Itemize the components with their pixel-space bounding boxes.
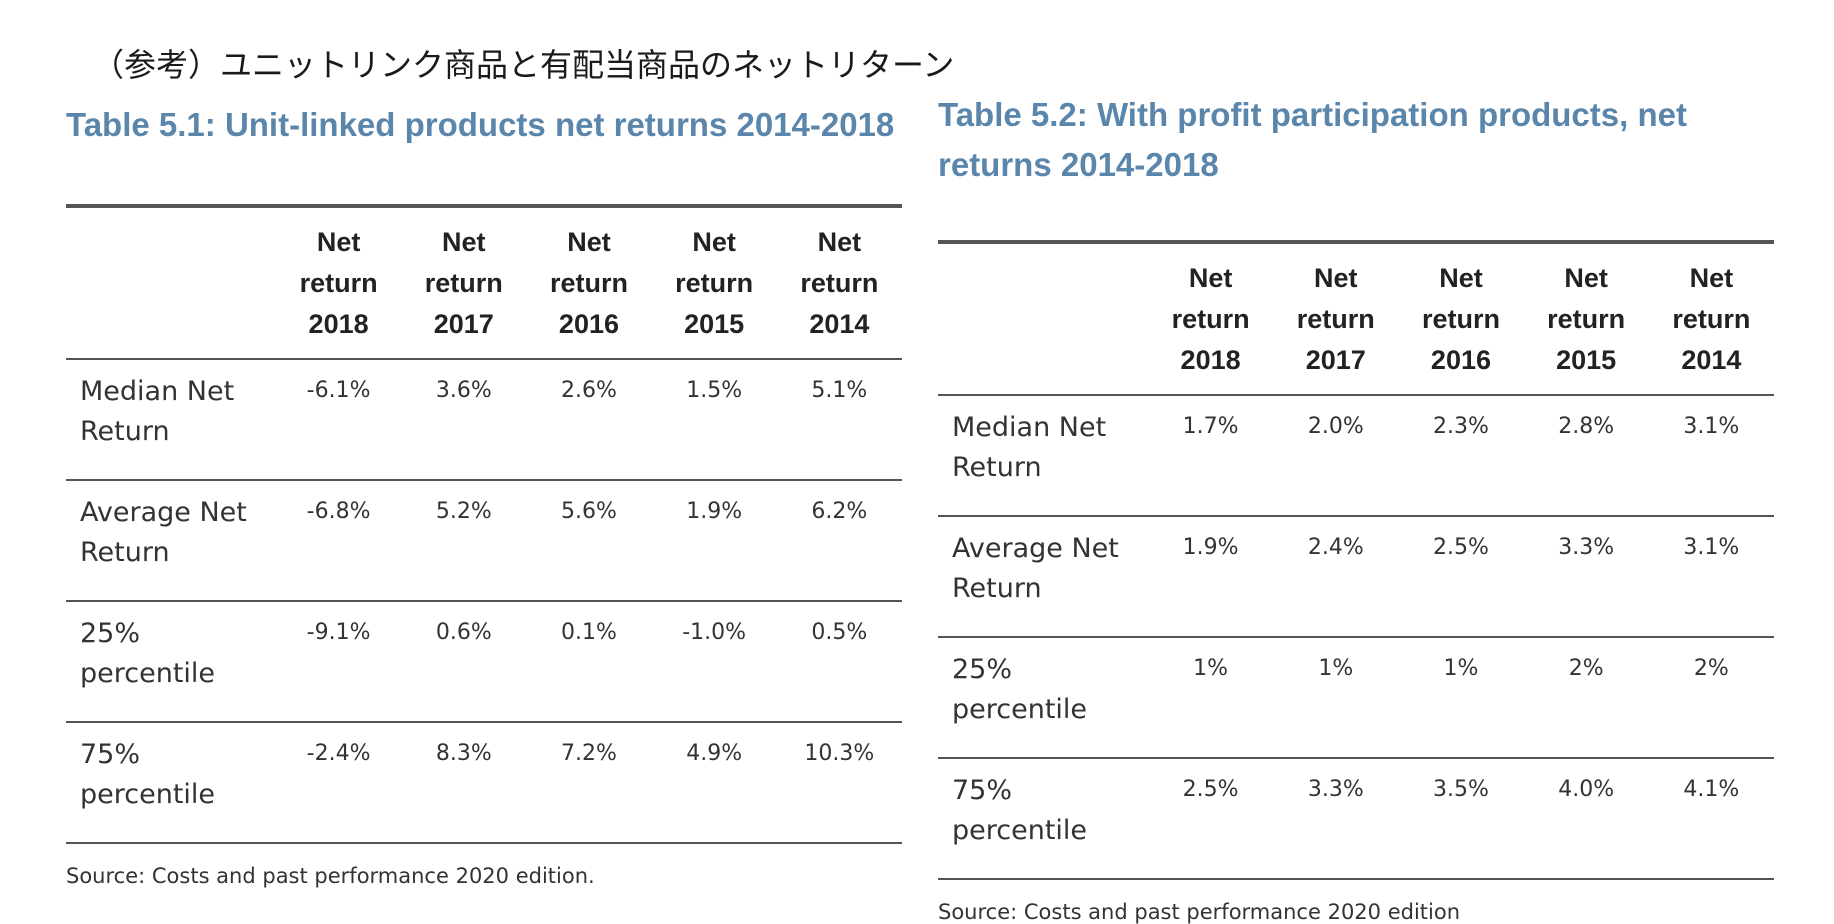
table-cell: 3.6%: [401, 359, 527, 481]
table-cell: 2.5%: [1148, 758, 1274, 880]
table-row: Average Net Return 1.9% 2.4% 2.5% 3.3% 3.…: [938, 516, 1774, 638]
table-cell: 0.5%: [776, 601, 902, 723]
row-label-header: [66, 206, 276, 360]
table-cell: 2%: [1523, 637, 1649, 759]
row-label: 75% percentile: [938, 758, 1148, 880]
row-label: Median Net Return: [66, 359, 276, 481]
table-cell: 5.1%: [776, 359, 902, 481]
table-cell: 1%: [1148, 637, 1274, 759]
row-label: Median Net Return: [938, 395, 1148, 517]
table-cell: 1%: [1273, 637, 1399, 759]
column-header: Net return 2015: [1523, 242, 1649, 396]
table-title: Table 5.1: Unit-linked products net retu…: [66, 106, 895, 143]
column-header: Net return 2014: [776, 206, 902, 360]
row-label: 25% percentile: [66, 601, 276, 723]
table-cell: 1.5%: [651, 359, 777, 481]
table-cell: 4.9%: [651, 722, 777, 844]
table-cell: 8.3%: [401, 722, 527, 844]
table-cell: 10.3%: [776, 722, 902, 844]
table-cell: 6.2%: [776, 480, 902, 602]
table-cell: 2.0%: [1273, 395, 1399, 517]
table-cell: -9.1%: [276, 601, 402, 723]
row-label-header: [938, 242, 1148, 396]
column-header: Net return 2016: [526, 206, 652, 360]
table-cell: 4.0%: [1523, 758, 1649, 880]
table-cell: 2%: [1648, 637, 1774, 759]
table-cell: 1.7%: [1148, 395, 1274, 517]
table-cell: 3.3%: [1273, 758, 1399, 880]
row-label: 75% percentile: [66, 722, 276, 844]
table-row: 25% percentile -9.1% 0.6% 0.1% -1.0% 0.5%: [66, 601, 902, 723]
table-cell: 5.6%: [526, 480, 652, 602]
source-note: Source: Costs and past performance 2020 …: [938, 900, 1461, 924]
table-row: Median Net Return -6.1% 3.6% 2.6% 1.5% 5.…: [66, 359, 902, 481]
table-panel-profit-participation: Table 5.2: With profit participation pro…: [938, 90, 1774, 924]
table-title: Table 5.2: With profit participation pro…: [938, 96, 1687, 183]
source-note: Source: Costs and past performance 2020 …: [66, 864, 595, 888]
column-header: Net return 2014: [1648, 242, 1774, 396]
table-cell: 4.1%: [1648, 758, 1774, 880]
table-cell: 0.1%: [526, 601, 652, 723]
table-row: Average Net Return -6.8% 5.2% 5.6% 1.9% 6…: [66, 480, 902, 602]
column-header: Net return 2018: [276, 206, 402, 360]
table-row: 25% percentile 1% 1% 1% 2% 2%: [938, 637, 1774, 759]
returns-table: Net return 2018 Net return 2017 Net return 201…: [938, 240, 1774, 880]
table-header-row: Net return 2018 Net return 2017 Net return 201…: [66, 206, 902, 360]
table-panel-unit-linked: Table 5.1: Unit-linked products net retu…: [66, 100, 902, 888]
row-label: Average Net Return: [938, 516, 1148, 638]
table-cell: 1.9%: [651, 480, 777, 602]
table-row: 75% percentile 2.5% 3.3% 3.5% 4.0% 4.1%: [938, 758, 1774, 880]
table-cell: 3.1%: [1648, 516, 1774, 638]
returns-table: Net return 2018 Net return 2017 Net return 201…: [66, 204, 902, 844]
page-header-jp: （参考）ユニットリンク商品と有配当商品のネットリターン: [92, 46, 955, 84]
table-cell: 2.5%: [1398, 516, 1524, 638]
table-cell: 2.8%: [1523, 395, 1649, 517]
row-label: 25% percentile: [938, 637, 1148, 759]
column-header: Net return 2017: [1273, 242, 1399, 396]
table-cell: 3.1%: [1648, 395, 1774, 517]
table-cell: 2.3%: [1398, 395, 1524, 517]
table-cell: -6.8%: [276, 480, 402, 602]
table-cell: 0.6%: [401, 601, 527, 723]
table-cell: 5.2%: [401, 480, 527, 602]
column-header: Net return 2017: [401, 206, 527, 360]
table-cell: 2.6%: [526, 359, 652, 481]
table-cell: 3.5%: [1398, 758, 1524, 880]
table-row: Median Net Return 1.7% 2.0% 2.3% 2.8% 3.1…: [938, 395, 1774, 517]
row-label: Average Net Return: [66, 480, 276, 602]
column-header: Net return 2018: [1148, 242, 1274, 396]
table-cell: 3.3%: [1523, 516, 1649, 638]
table-header-row: Net return 2018 Net return 2017 Net return 201…: [938, 242, 1774, 396]
table-cell: 1.9%: [1148, 516, 1274, 638]
column-header: Net return 2016: [1398, 242, 1524, 396]
column-header: Net return 2015: [651, 206, 777, 360]
table-cell: 1%: [1398, 637, 1524, 759]
table-cell: -2.4%: [276, 722, 402, 844]
table-row: 75% percentile -2.4% 8.3% 7.2% 4.9% 10.3%: [66, 722, 902, 844]
table-cell: -6.1%: [276, 359, 402, 481]
table-cell: 7.2%: [526, 722, 652, 844]
table-cell: -1.0%: [651, 601, 777, 723]
table-cell: 2.4%: [1273, 516, 1399, 638]
